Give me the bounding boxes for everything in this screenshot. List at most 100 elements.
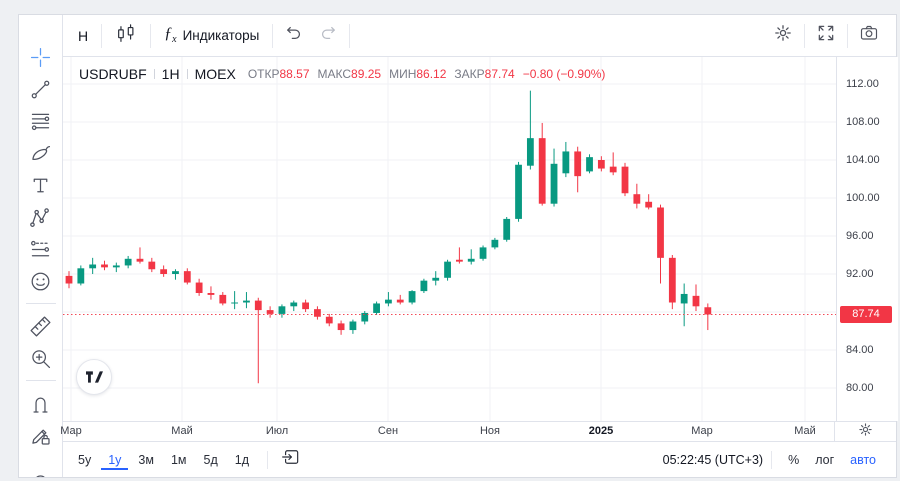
bottom-toolbar: 5у 1у 3м 1м 5д 1д 05:22:45 (UTC+3) % лог авто (63, 441, 896, 477)
go-to-date-icon (280, 447, 301, 472)
tool-lock-drawings-icon[interactable] (24, 419, 58, 451)
fullscreen-button[interactable] (809, 21, 843, 51)
price-axis-tick: 104.00 (846, 153, 880, 166)
bottom-toolbar-right: 05:22:45 (UTC+3) % лог авто (663, 450, 884, 470)
ohlc-field-label: ЗАКР (454, 67, 485, 81)
toolbar-separator (804, 23, 805, 48)
time-axis-label: Мар (60, 425, 82, 437)
range-button-1м[interactable]: 1м (170, 452, 187, 467)
indicators-label: Индикаторы (182, 28, 260, 43)
tradingview-chart-widget: Н ƒx Индикаторы (18, 14, 898, 478)
chart-pane[interactable]: USDRUBF 1H MOEX ОТКР 88.57 МАКС 89.25 МИН 86.… (63, 57, 836, 421)
clock[interactable]: 05:22:45 (UTC+3) (662, 452, 764, 467)
chart-legend: USDRUBF 1H MOEX ОТКР 88.57 МАКС 89.25 МИН 86.… (79, 66, 605, 82)
tool-crosshair-icon[interactable] (24, 41, 58, 73)
top-toolbar-right (766, 15, 886, 56)
ohlc-field-value: 86.12 (416, 67, 447, 81)
interval-label: Н (78, 27, 89, 44)
tool-emoji-icon[interactable] (24, 265, 58, 297)
price-axis-tick: 80.00 (846, 381, 874, 394)
candlestick-style-icon (115, 23, 137, 48)
ohlc-field-label: МИН (389, 67, 417, 81)
toolbar-separator (771, 450, 773, 469)
price-axis-tick: 96.00 (846, 229, 874, 242)
gear-icon (858, 422, 873, 442)
toolbar-separator (847, 23, 848, 48)
tool-fib-retracement-icon[interactable] (24, 105, 58, 137)
time-axis-label: Май (794, 425, 816, 437)
symbol-title[interactable]: USDRUBF (79, 66, 147, 82)
price-change: −0.80 (−0.90%) (522, 67, 606, 81)
undo-arrow-icon (284, 23, 304, 48)
toolbar-separator (267, 450, 268, 469)
log-scale-button[interactable]: лог (815, 452, 835, 467)
tradingview-logo[interactable] (76, 359, 112, 395)
interval-button[interactable]: Н (69, 23, 97, 49)
legend-separator (186, 69, 188, 79)
top-toolbar: Н ƒx Индикаторы (63, 15, 896, 57)
tool-xabcd-pattern-icon[interactable] (24, 201, 58, 233)
tool-brush-icon[interactable] (24, 137, 58, 169)
tool-text-icon[interactable] (24, 169, 58, 201)
range-button-5у[interactable]: 5у (78, 452, 92, 467)
time-axis-label: Ноя (479, 425, 501, 437)
redo-arrow-icon (318, 23, 338, 48)
ohlc-field-value: 88.57 (279, 67, 310, 81)
time-axis-label: Мар (691, 425, 713, 437)
time-axis[interactable]: Мар Май Июл Сен Ноя 2025 Мар Май (60, 421, 896, 441)
candlestick-chart[interactable] (63, 57, 836, 421)
range-button-1у[interactable]: 1у (101, 450, 129, 470)
top-toolbar-left: Н ƒx Индикаторы (69, 15, 354, 56)
range-button-1д[interactable]: 1д (234, 452, 249, 467)
settings-button[interactable] (766, 21, 800, 51)
price-axis-tick: 112.00 (846, 77, 879, 90)
indicators-button[interactable]: ƒx Индикаторы (155, 20, 268, 50)
undo-button[interactable] (277, 21, 311, 51)
timezone-settings-button[interactable] (834, 422, 896, 441)
toolbar-separator (272, 23, 274, 48)
toolbar-separator (101, 23, 103, 48)
gear-icon (773, 23, 793, 48)
range-buttons: 5у 1у 3м 1м 5д 1д (71, 447, 306, 473)
exchange-name[interactable]: MOEX (194, 66, 236, 82)
ohlc-field-value: 89.25 (351, 67, 382, 81)
price-axis-tick: 100.00 (846, 191, 880, 204)
legend-separator (153, 69, 155, 79)
redo-button[interactable] (311, 21, 345, 51)
ohlc-values: ОТКР 88.57 МАКС 89.25 МИН 86.12 ЗАКР 87.74 (248, 67, 523, 81)
chart-style-button[interactable] (106, 18, 146, 53)
tool-projection-icon[interactable] (24, 233, 58, 265)
ohlc-field-label: ОТКР (247, 67, 280, 81)
range-button-5д[interactable]: 5д (203, 452, 218, 467)
camera-icon (859, 23, 879, 48)
go-to-date-button[interactable] (276, 447, 306, 473)
toolbar-separator (150, 23, 152, 48)
price-axis-tick: 108.00 (846, 115, 880, 128)
time-axis-label: Май (171, 425, 193, 437)
time-axis-label: Сен (377, 425, 399, 437)
auto-scale-button[interactable]: авто (850, 452, 876, 467)
last-price-badge: 87.74 (840, 305, 892, 323)
time-axis-label: Июл (265, 425, 289, 437)
tool-magnet-icon[interactable] (24, 387, 58, 419)
fullscreen-icon (816, 23, 836, 48)
tool-zoom-in-icon[interactable] (24, 342, 58, 374)
tool-trend-line-icon[interactable] (24, 73, 58, 105)
snapshot-button[interactable] (852, 21, 886, 51)
time-axis-label: 2025 (588, 425, 614, 437)
range-button-3м[interactable]: 3м (138, 452, 154, 467)
sidebar-divider (25, 303, 56, 304)
toolbar-separator (349, 23, 351, 48)
interval-value[interactable]: 1H (161, 66, 180, 82)
sidebar-divider (25, 380, 56, 381)
tool-measure-icon[interactable] (24, 310, 58, 342)
price-axis-tick: 84.00 (846, 343, 874, 356)
ohlc-field-label: МАКС (317, 67, 352, 81)
ohlc-field-value: 87.74 (484, 67, 515, 81)
tool-more-icon[interactable] (24, 451, 58, 477)
price-axis[interactable]: 112.00 108.00 104.00 100.00 96.00 92.00 84.00 8… (836, 57, 898, 421)
drawing-toolbar (19, 15, 63, 477)
price-axis-tick: 92.00 (846, 267, 874, 280)
percent-scale-button[interactable]: % (788, 452, 800, 467)
